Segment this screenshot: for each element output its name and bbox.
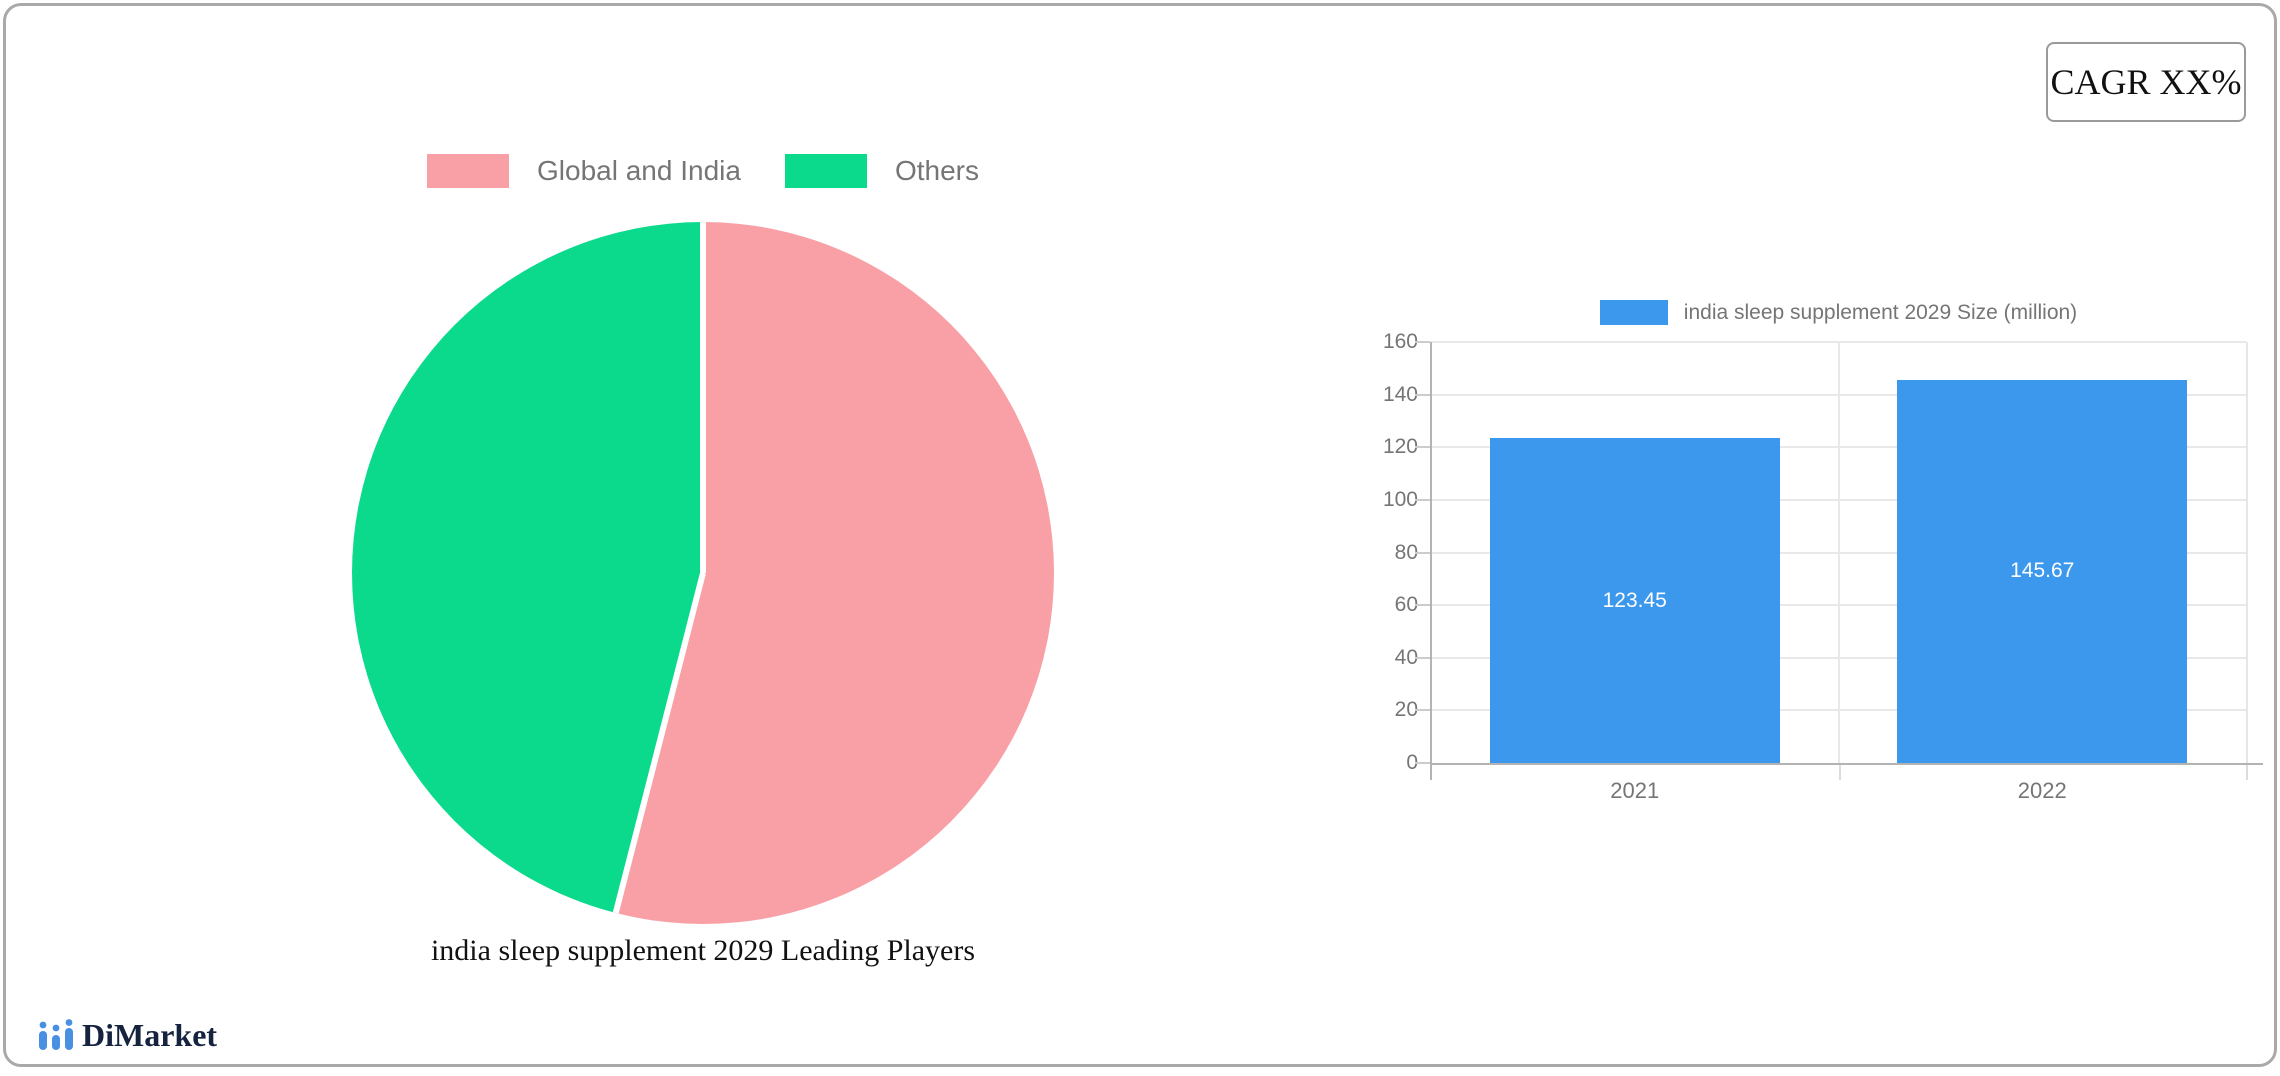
bar-legend-swatch — [1600, 300, 1668, 325]
legend-swatch-global-and-india — [427, 154, 509, 188]
bar-cell-2022: 145.67 — [1839, 342, 2247, 763]
y-tick-label: 100 — [1383, 488, 1418, 512]
legend-item-global-and-india[interactable]: Global and India — [427, 154, 741, 188]
pie-chart-title: india sleep supplement 2029 Leading Play… — [253, 934, 1153, 968]
y-tick-mark — [1415, 394, 1430, 396]
y-tick-label: 140 — [1383, 383, 1418, 407]
bar-legend-label: india sleep supplement 2029 Size (millio… — [1684, 301, 2077, 325]
dimarket-logo: DiMarket — [38, 1018, 217, 1052]
y-tick-mark — [1415, 709, 1430, 711]
y-tick-mark — [1415, 341, 1430, 343]
y-tick-label: 120 — [1383, 435, 1418, 459]
bar-cell-2021: 123.45 — [1431, 342, 1839, 763]
y-tick-mark — [1415, 446, 1430, 448]
dimarket-logo-text: DiMarket — [82, 1018, 217, 1052]
pie-slice-separator-top — [700, 222, 706, 573]
bar-plot-area: 123.45 145.67 — [1431, 342, 2248, 763]
x-axis-tick-right — [2246, 765, 2248, 780]
bar-chart-logo-icon — [38, 1019, 74, 1052]
cagr-badge: CAGR XX% — [2046, 42, 2246, 122]
legend-item-others[interactable]: Others — [785, 154, 979, 188]
bar-value-2022: 145.67 — [1897, 559, 2187, 583]
legend-swatch-others — [785, 154, 867, 188]
bar-2022: 145.67 — [1897, 380, 2187, 763]
x-label-2022: 2022 — [1839, 778, 2247, 804]
y-tick-label: 160 — [1383, 330, 1418, 354]
x-label-2021: 2021 — [1431, 778, 1839, 804]
bars: 123.45 145.67 — [1431, 342, 2246, 763]
y-tick-mark — [1415, 762, 1430, 764]
y-tick-mark — [1415, 657, 1430, 659]
bar-value-2021: 123.45 — [1490, 589, 1780, 613]
cagr-label: CAGR XX% — [2050, 61, 2241, 103]
x-axis-line — [1431, 763, 2263, 765]
pie-slice-separator-bottom — [613, 572, 706, 913]
y-axis-ticks — [1415, 342, 1430, 763]
legend-label-global-and-india: Global and India — [537, 155, 741, 187]
chart-card-frame: CAGR XX% Global and India Others india s… — [3, 3, 2277, 1067]
x-axis-labels: 2021 2022 — [1431, 778, 2246, 804]
bar-chart-legend[interactable]: india sleep supplement 2029 Size (millio… — [1431, 300, 2246, 325]
legend-label-others: Others — [895, 155, 979, 187]
bar-2021: 123.45 — [1490, 438, 1780, 763]
pie-legend: Global and India Others — [253, 154, 1153, 188]
pie-chart-section: Global and India Others india sleep supp… — [253, 6, 1153, 1076]
y-tick-mark — [1415, 604, 1430, 606]
y-tick-mark — [1415, 552, 1430, 554]
y-tick-mark — [1415, 499, 1430, 501]
y-axis-line — [1430, 342, 1432, 780]
pie-chart — [352, 222, 1054, 924]
